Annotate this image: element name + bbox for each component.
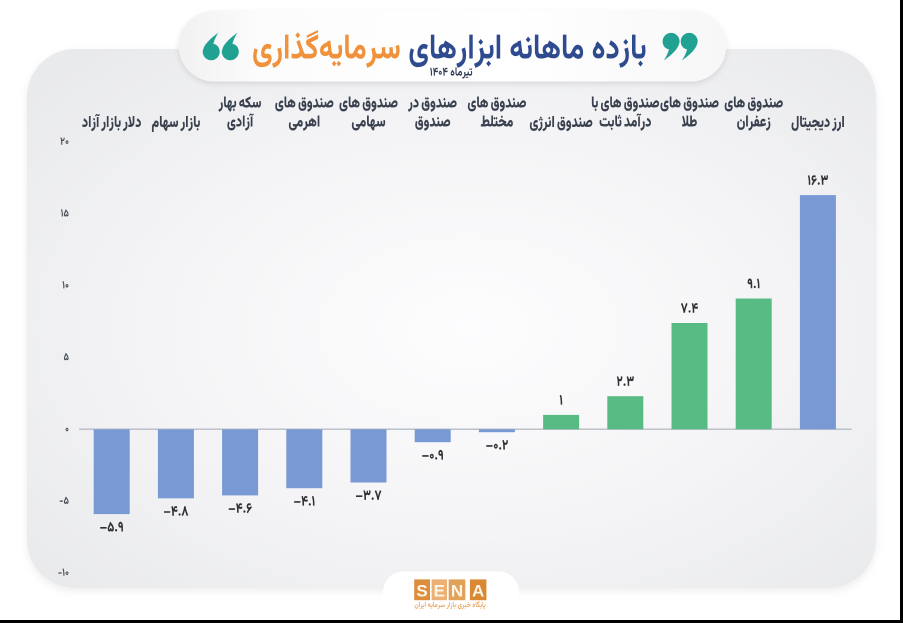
svg-text:E: E [434,581,445,600]
svg-text:S: S [416,581,427,600]
svg-text:A: A [472,581,484,600]
svg-text:N: N [451,581,463,600]
